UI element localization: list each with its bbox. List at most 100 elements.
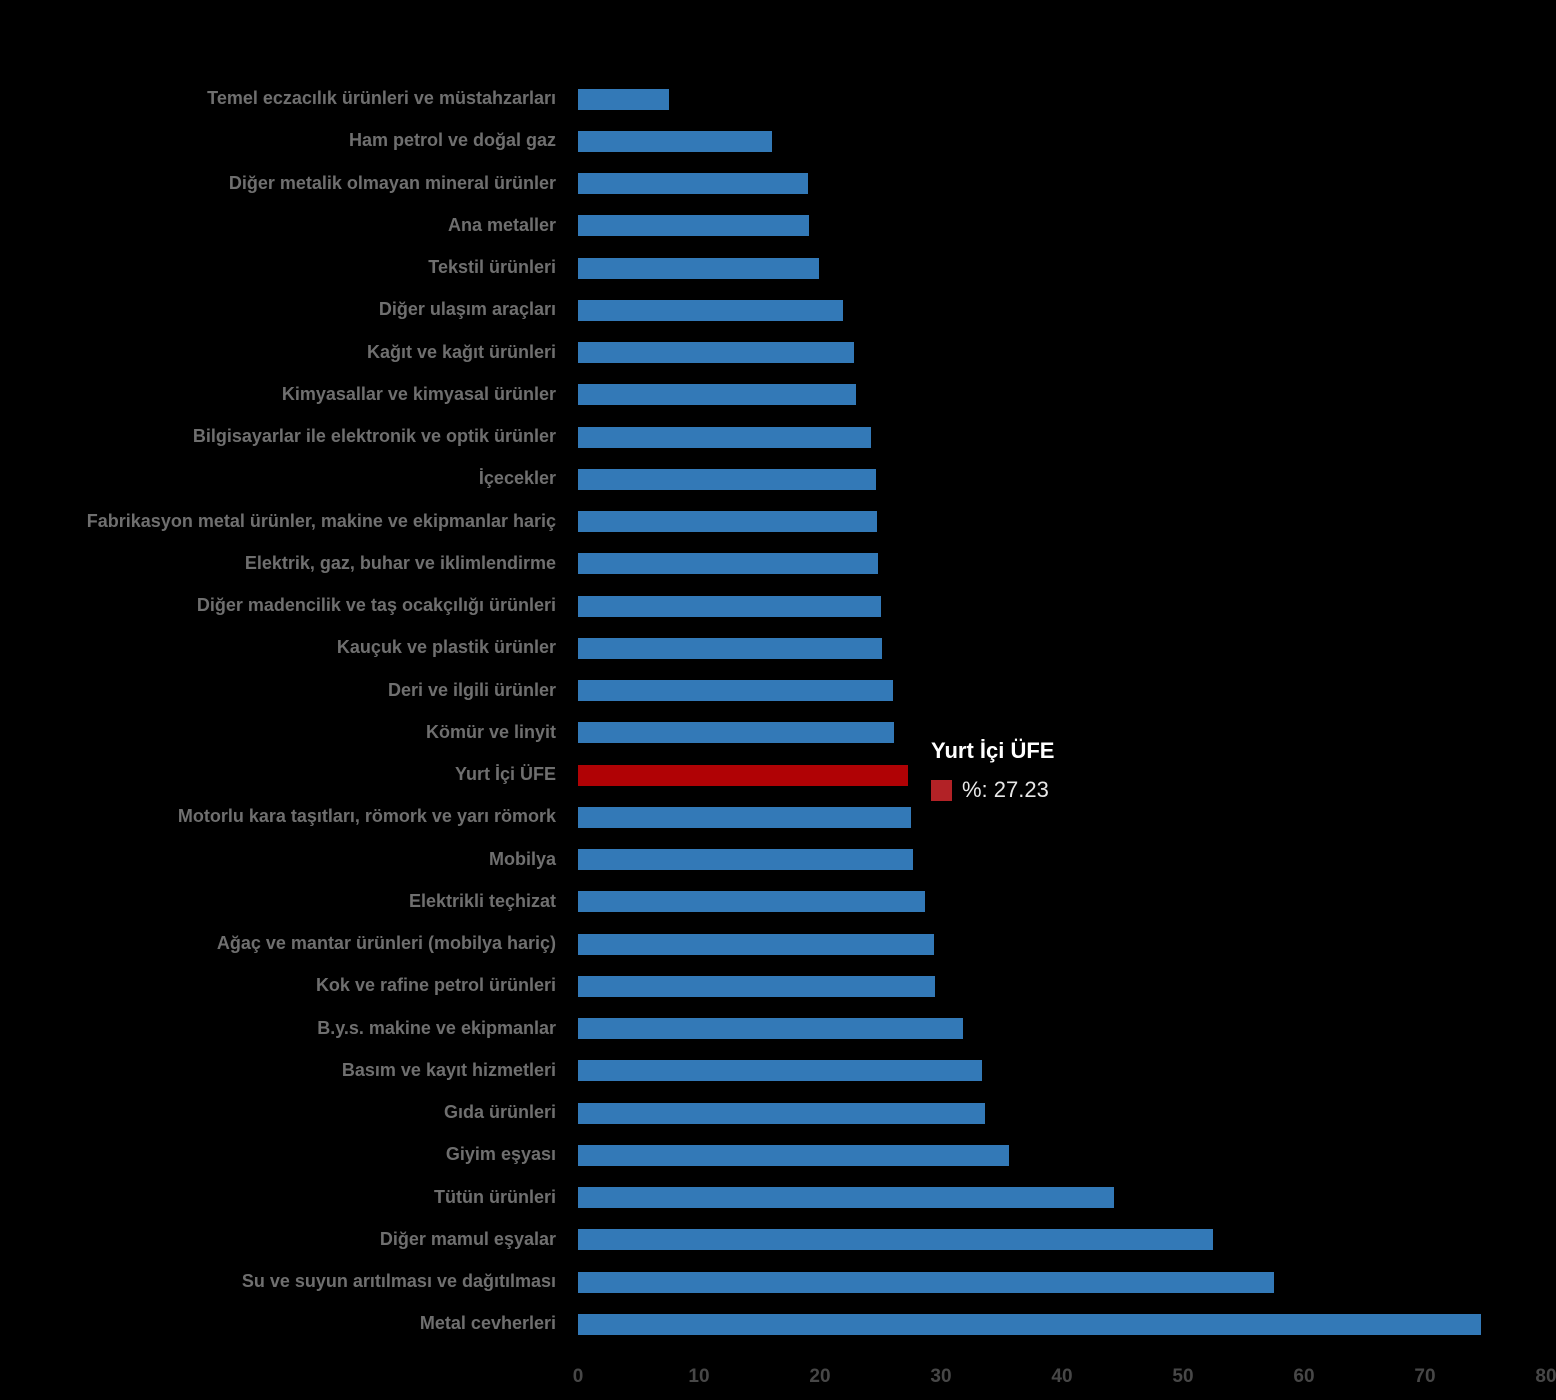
chart-row: B.y.s. makine ve ekipmanlar bbox=[0, 1007, 1556, 1049]
chart-row: Kağıt ve kağıt ürünleri bbox=[0, 331, 1556, 373]
bar[interactable] bbox=[578, 426, 871, 448]
category-label: Diğer ulaşım araçları bbox=[378, 299, 556, 320]
bar[interactable] bbox=[578, 468, 876, 490]
category-label: Kimyasallar ve kimyasal ürünler bbox=[281, 383, 556, 404]
bar[interactable] bbox=[578, 384, 857, 406]
category-label: Diğer metalik olmayan mineral ürünler bbox=[228, 172, 556, 193]
chart-row: Ağaç ve mantar ürünleri (mobilya hariç) bbox=[0, 923, 1556, 965]
category-label: Motorlu kara taşıtları, römork ve yarı r… bbox=[177, 806, 556, 827]
category-label: Ağaç ve mantar ürünleri (mobilya hariç) bbox=[216, 933, 556, 954]
chart-row: Kömür ve linyit bbox=[0, 712, 1556, 754]
bar[interactable] bbox=[578, 1271, 1274, 1293]
chart-row: Temel eczacılık ürünleri ve müstahzarlar… bbox=[0, 78, 1556, 120]
chart-row: Tütün ürünleri bbox=[0, 1176, 1556, 1218]
category-label: Elektrikli teçhizat bbox=[408, 890, 556, 911]
chart-row: Ham petrol ve doğal gaz bbox=[0, 120, 1556, 162]
chart-row: Motorlu kara taşıtları, römork ve yarı r… bbox=[0, 796, 1556, 838]
chart-row: Fabrikasyon metal ürünler, makine ve eki… bbox=[0, 500, 1556, 542]
chart-row: Kok ve rafine petrol ürünleri bbox=[0, 965, 1556, 1007]
category-label: Mobilya bbox=[488, 848, 556, 869]
bar[interactable] bbox=[578, 1102, 985, 1124]
tooltip-series-swatch-icon bbox=[931, 779, 952, 801]
bar[interactable] bbox=[578, 1229, 1214, 1251]
bar[interactable] bbox=[578, 1313, 1481, 1335]
tooltip-legend-line: %: 27.23 bbox=[931, 777, 1054, 803]
bar[interactable] bbox=[578, 173, 808, 195]
category-label: Su ve suyun arıtılması ve dağıtılması bbox=[241, 1271, 556, 1292]
chart-row: Tekstil ürünleri bbox=[0, 247, 1556, 289]
chart-row: Diğer madencilik ve taş ocakçılığı ürünl… bbox=[0, 585, 1556, 627]
chart-row: Elektrikli teçhizat bbox=[0, 881, 1556, 923]
bar[interactable] bbox=[578, 722, 894, 744]
bar[interactable] bbox=[578, 849, 914, 871]
bar[interactable] bbox=[578, 1187, 1114, 1209]
bar-highlighted[interactable] bbox=[578, 764, 908, 786]
tooltip-value: %: 27.23 bbox=[962, 777, 1049, 802]
category-label: İçecekler bbox=[478, 468, 556, 489]
chart-row: Diğer mamul eşyalar bbox=[0, 1219, 1556, 1261]
category-label: Giyim eşyası bbox=[445, 1144, 556, 1165]
chart-row: Yurt İçi ÜFE bbox=[0, 754, 1556, 796]
bar[interactable] bbox=[578, 130, 772, 152]
bar[interactable] bbox=[578, 88, 669, 110]
x-tick-label: 20 bbox=[809, 1366, 831, 1387]
bar[interactable] bbox=[578, 806, 911, 828]
tooltip-title: Yurt İçi ÜFE bbox=[931, 738, 1055, 763]
category-label: Basım ve kayıt hizmetleri bbox=[341, 1059, 556, 1080]
x-tick-label: 70 bbox=[1414, 1366, 1436, 1387]
x-tick-label: 40 bbox=[1051, 1366, 1073, 1387]
bar[interactable] bbox=[578, 1144, 1009, 1166]
chart-row: İçecekler bbox=[0, 458, 1556, 500]
bar[interactable] bbox=[578, 1018, 963, 1040]
category-label: Diğer mamul eşyalar bbox=[379, 1228, 556, 1249]
bar[interactable] bbox=[578, 680, 893, 702]
chart-row: Giyim eşyası bbox=[0, 1134, 1556, 1176]
category-label: Gıda ürünleri bbox=[443, 1102, 556, 1123]
chart-row: Diğer metalik olmayan mineral ürünler bbox=[0, 162, 1556, 204]
category-label: Fabrikasyon metal ürünler, makine ve eki… bbox=[86, 510, 556, 531]
x-tick-label: 30 bbox=[930, 1366, 952, 1387]
category-label: Kağıt ve kağıt ürünleri bbox=[366, 341, 556, 362]
chart-row: Su ve suyun arıtılması ve dağıtılması bbox=[0, 1261, 1556, 1303]
chart-row: Elektrik, gaz, buhar ve iklimlendirme bbox=[0, 543, 1556, 585]
category-label: Bilgisayarlar ile elektronik ve optik ür… bbox=[192, 426, 556, 447]
category-label: Tütün ürünleri bbox=[434, 1186, 556, 1207]
x-tick-label: 80 bbox=[1535, 1366, 1556, 1387]
bar[interactable] bbox=[578, 342, 854, 364]
category-label: Kauçuk ve plastik ürünler bbox=[336, 637, 556, 658]
category-label: Ana metaller bbox=[447, 214, 556, 235]
chart-row: Mobilya bbox=[0, 838, 1556, 880]
chart-row: Kauçuk ve plastik ürünler bbox=[0, 627, 1556, 669]
bar[interactable] bbox=[578, 553, 879, 575]
bar[interactable] bbox=[578, 595, 881, 617]
bar[interactable] bbox=[578, 257, 819, 279]
bar[interactable] bbox=[578, 975, 935, 997]
chart-row: Gıda ürünleri bbox=[0, 1092, 1556, 1134]
chart-row: Basım ve kayıt hizmetleri bbox=[0, 1050, 1556, 1092]
category-label: Yurt İçi ÜFE bbox=[454, 764, 556, 785]
bar[interactable] bbox=[578, 933, 934, 955]
category-label: Kömür ve linyit bbox=[425, 721, 556, 742]
chart-row: Ana metaller bbox=[0, 205, 1556, 247]
bar[interactable] bbox=[578, 637, 882, 659]
bar[interactable] bbox=[578, 1060, 983, 1082]
x-tick-label: 60 bbox=[1293, 1366, 1315, 1387]
x-tick-label: 0 bbox=[572, 1366, 584, 1387]
x-tick-label: 50 bbox=[1172, 1366, 1194, 1387]
x-tick-label: 10 bbox=[688, 1366, 710, 1387]
category-label: Diğer madencilik ve taş ocakçılığı ürünl… bbox=[196, 595, 556, 616]
bar[interactable] bbox=[578, 891, 926, 913]
bar[interactable] bbox=[578, 511, 877, 533]
category-label: Kok ve rafine petrol ürünleri bbox=[315, 975, 556, 996]
chart-row: Diğer ulaşım araçları bbox=[0, 289, 1556, 331]
category-label: Ham petrol ve doğal gaz bbox=[348, 130, 556, 151]
chart-row: Metal cevherleri bbox=[0, 1303, 1556, 1345]
bar-chart-rows: Temel eczacılık ürünleri ve müstahzarlar… bbox=[0, 78, 1556, 1346]
chart-row: Bilgisayarlar ile elektronik ve optik ür… bbox=[0, 416, 1556, 458]
bar[interactable] bbox=[578, 299, 843, 321]
chart-row: Deri ve ilgili ürünler bbox=[0, 669, 1556, 711]
category-label: Deri ve ilgili ürünler bbox=[387, 679, 556, 700]
bar[interactable] bbox=[578, 215, 810, 237]
tooltip: Yurt İçi ÜFE %: 27.23 bbox=[931, 738, 1054, 803]
